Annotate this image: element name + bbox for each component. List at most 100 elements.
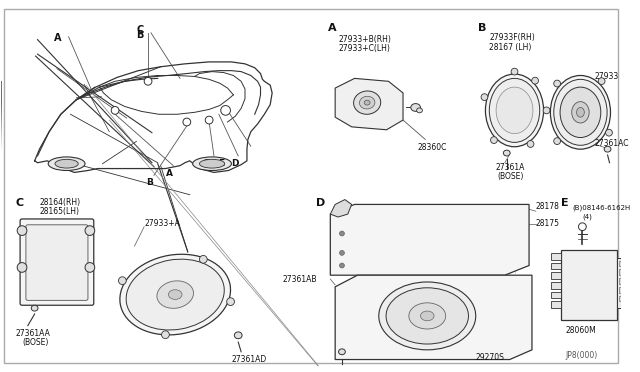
Bar [551,301,561,308]
Ellipse shape [560,87,601,138]
Bar [551,282,561,289]
Circle shape [118,277,126,285]
Circle shape [554,138,561,144]
Text: JP8(000): JP8(000) [565,351,597,360]
Ellipse shape [577,108,584,117]
Text: (4): (4) [582,213,592,219]
Text: 27933+A: 27933+A [144,219,180,228]
Text: B: B [146,178,153,187]
Ellipse shape [604,146,611,152]
Circle shape [17,263,27,272]
Circle shape [183,118,191,126]
Circle shape [340,231,344,236]
Text: C: C [202,159,209,168]
Bar [620,261,627,266]
Ellipse shape [168,290,182,299]
Polygon shape [330,199,351,217]
Bar [551,253,561,260]
Text: 27933F(RH): 27933F(RH) [490,33,535,42]
Ellipse shape [193,157,232,170]
Circle shape [543,107,550,114]
Ellipse shape [126,259,224,330]
Ellipse shape [550,76,611,149]
Circle shape [85,226,95,235]
Circle shape [511,68,518,75]
Text: C: C [15,198,24,208]
Bar [620,269,627,275]
Ellipse shape [200,159,225,168]
FancyBboxPatch shape [20,219,94,305]
Bar [551,292,561,298]
Text: A: A [54,33,61,43]
Bar [620,295,627,301]
Bar [620,278,627,284]
Ellipse shape [353,91,381,114]
Ellipse shape [485,74,543,147]
Text: 28060M: 28060M [566,326,596,334]
Ellipse shape [554,79,607,145]
Text: 27361AB: 27361AB [282,275,317,284]
Ellipse shape [157,281,193,308]
Text: C: C [136,25,143,35]
Circle shape [532,77,538,84]
Text: (BOSE): (BOSE) [22,338,49,347]
Text: 28178: 28178 [536,202,560,211]
Polygon shape [335,275,532,359]
Ellipse shape [504,150,510,156]
Text: 27361AD: 27361AD [232,355,267,364]
Text: 28360C: 28360C [417,143,447,153]
Text: B: B [136,30,144,40]
Text: A: A [166,169,173,177]
Ellipse shape [420,311,434,321]
Ellipse shape [364,100,370,105]
Bar [620,287,627,293]
Bar [617,258,629,308]
Text: D: D [232,159,239,168]
Circle shape [605,129,612,136]
Text: (B)08146-6162H: (B)08146-6162H [573,205,631,211]
Ellipse shape [572,102,589,123]
Circle shape [481,94,488,100]
Ellipse shape [48,157,85,170]
FancyBboxPatch shape [26,225,88,301]
Ellipse shape [417,108,422,113]
Ellipse shape [496,87,533,134]
Text: 27361AC: 27361AC [594,140,628,148]
Text: 28175: 28175 [536,219,560,228]
Ellipse shape [409,303,445,329]
Circle shape [221,106,230,115]
Circle shape [490,137,497,144]
Circle shape [527,141,534,147]
Ellipse shape [31,305,38,311]
Text: 27933+C(LH): 27933+C(LH) [338,45,390,54]
Ellipse shape [579,223,586,231]
Circle shape [340,263,344,268]
Ellipse shape [411,103,420,111]
Circle shape [85,263,95,272]
Circle shape [227,298,234,305]
Text: 28167 (LH): 28167 (LH) [490,42,532,51]
Circle shape [554,80,561,87]
Ellipse shape [234,332,242,339]
Text: E: E [561,198,569,208]
Circle shape [144,77,152,85]
Circle shape [161,331,170,339]
Bar [551,263,561,269]
Text: 28164(RH): 28164(RH) [40,198,81,206]
Ellipse shape [120,254,230,335]
Ellipse shape [360,96,375,109]
Ellipse shape [339,349,346,355]
Polygon shape [330,205,529,275]
Text: B: B [477,23,486,33]
Text: 27361AA: 27361AA [15,328,50,337]
Text: (BOSE): (BOSE) [497,173,524,182]
Text: D: D [316,198,325,208]
Ellipse shape [386,288,468,344]
Text: E: E [218,159,224,168]
Circle shape [340,250,344,255]
Text: 27933+B(RH): 27933+B(RH) [338,35,391,44]
Ellipse shape [55,159,78,168]
Text: A: A [328,23,337,33]
Ellipse shape [379,282,476,350]
Text: 27933: 27933 [594,71,618,81]
